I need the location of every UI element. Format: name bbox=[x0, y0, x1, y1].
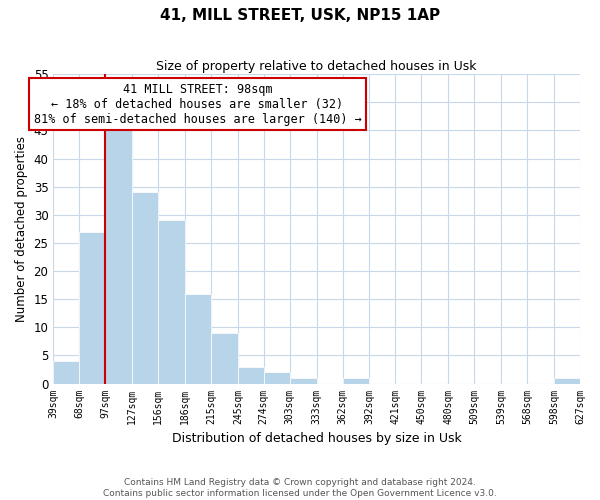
Title: Size of property relative to detached houses in Usk: Size of property relative to detached ho… bbox=[157, 60, 477, 73]
Bar bbox=[79, 232, 105, 384]
Bar bbox=[105, 125, 132, 384]
Bar bbox=[343, 378, 370, 384]
Bar bbox=[158, 220, 185, 384]
Bar bbox=[211, 333, 238, 384]
Text: 41 MILL STREET: 98sqm
← 18% of detached houses are smaller (32)
81% of semi-deta: 41 MILL STREET: 98sqm ← 18% of detached … bbox=[34, 82, 361, 126]
Text: 41, MILL STREET, USK, NP15 1AP: 41, MILL STREET, USK, NP15 1AP bbox=[160, 8, 440, 22]
Bar bbox=[264, 372, 290, 384]
Bar bbox=[554, 378, 580, 384]
Bar bbox=[238, 366, 264, 384]
Bar bbox=[185, 294, 211, 384]
X-axis label: Distribution of detached houses by size in Usk: Distribution of detached houses by size … bbox=[172, 432, 461, 445]
Bar bbox=[53, 361, 79, 384]
Y-axis label: Number of detached properties: Number of detached properties bbox=[15, 136, 28, 322]
Text: Contains HM Land Registry data © Crown copyright and database right 2024.
Contai: Contains HM Land Registry data © Crown c… bbox=[103, 478, 497, 498]
Bar bbox=[132, 192, 158, 384]
Bar bbox=[290, 378, 317, 384]
